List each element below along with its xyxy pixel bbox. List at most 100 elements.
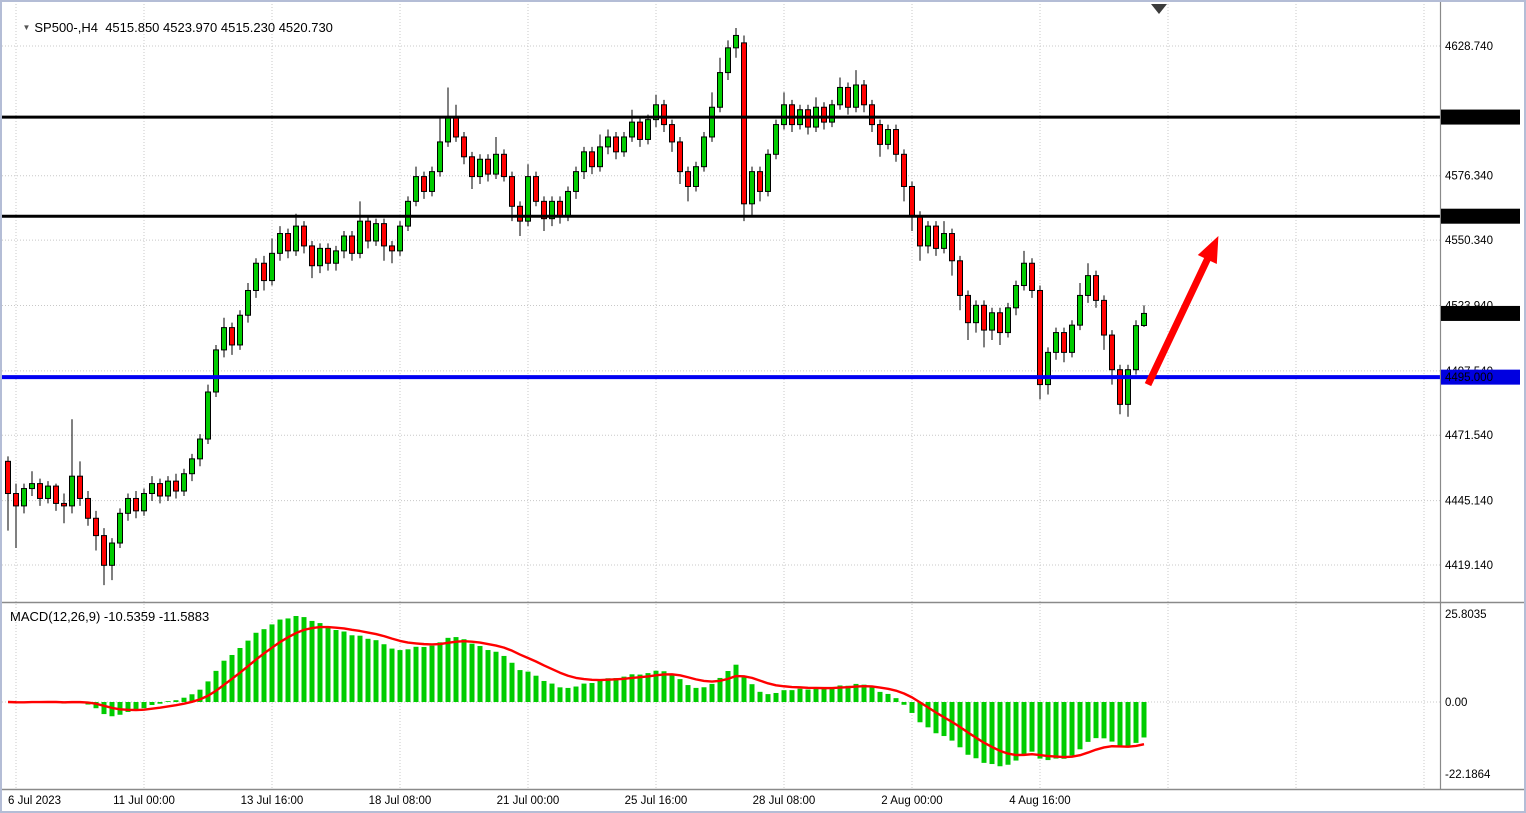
macd-histogram-bar [141, 702, 147, 709]
candle-body [45, 485, 51, 499]
macd-histogram-bar [621, 676, 627, 702]
price-line-label: 4495.000 [1445, 372, 1493, 384]
candle-body [117, 512, 123, 544]
macd-histogram-bar [981, 702, 987, 763]
candle-body [877, 124, 883, 145]
candle-body [157, 483, 163, 497]
macd-histogram-bar [165, 701, 171, 702]
macd-histogram-bar [653, 670, 659, 702]
macd-histogram-bar [221, 660, 227, 702]
macd-tick-label: 25.8035 [1445, 609, 1487, 621]
macd-histogram-bar [805, 689, 811, 702]
macd-histogram-bar [197, 689, 203, 702]
candle-body [917, 215, 923, 247]
time-tick-label: 11 Jul 00:00 [113, 795, 175, 807]
macd-histogram-bar [1053, 702, 1059, 759]
candle-body [357, 220, 363, 254]
price-axis[interactable]: 4628.7404576.3404550.3404523.9404497.540… [1441, 41, 1520, 781]
price-tick-label: 4445.140 [1445, 496, 1493, 508]
macd-histogram-bar [1029, 702, 1035, 752]
candle-body [781, 104, 787, 126]
candle-body [453, 116, 459, 138]
candle-body [1061, 332, 1067, 353]
candle-body [413, 176, 419, 202]
price-tick-label: 4550.340 [1445, 235, 1493, 247]
candle-body [205, 391, 211, 440]
macd-histogram-bar [477, 646, 483, 702]
candle-body [1069, 324, 1075, 353]
macd-histogram-bar [933, 702, 939, 734]
candle-body [1029, 262, 1035, 291]
candle-body [957, 260, 963, 296]
macd-histogram-bar [373, 640, 379, 702]
candle-body [597, 146, 603, 168]
macd-histogram-bar [205, 681, 211, 702]
trend-arrow[interactable] [1144, 236, 1219, 387]
macd-histogram-bar [557, 687, 563, 702]
macd-histogram-bar [493, 651, 499, 702]
macd-histogram-bar [1005, 702, 1011, 765]
time-axis[interactable]: 6 Jul 2023 11 Jul 00:00 13 Jul 16:00 18 Jul… [8, 795, 1071, 807]
price-line-label: 4600.039 [1445, 112, 1493, 124]
candle-body [85, 497, 91, 519]
candle-body [173, 480, 179, 492]
candle-body [1045, 351, 1051, 386]
macd-histogram-bar [853, 683, 859, 702]
candle-body [821, 106, 827, 123]
candle-body [349, 235, 355, 254]
candle-body [829, 104, 835, 123]
macd-histogram-bar [413, 646, 419, 702]
macd-histogram-bar [797, 688, 803, 702]
candle-body [1013, 285, 1019, 309]
candle-body [989, 312, 995, 331]
candle-body [13, 493, 19, 507]
candle-body [741, 42, 747, 205]
candle-body [397, 225, 403, 252]
candle-body [773, 124, 779, 155]
candle-body [653, 104, 659, 121]
candle-body [1125, 369, 1131, 405]
macd-histogram-bar [181, 697, 187, 702]
macd-histogram-bar [269, 624, 275, 702]
candle-body [293, 225, 299, 252]
chart-shift-marker-icon[interactable] [1151, 4, 1167, 14]
macd-histogram-bar [389, 648, 395, 702]
candle-body [1053, 332, 1059, 353]
macd-histogram-bar [1125, 702, 1131, 748]
candle-body [277, 233, 283, 254]
macd-histogram-bar [597, 680, 603, 702]
price-tick-label: 4628.740 [1445, 41, 1493, 53]
macd-histogram-bar [709, 683, 715, 702]
candle-body [901, 153, 907, 187]
macd-histogram-bar [613, 678, 619, 702]
candle-body [77, 475, 83, 499]
macd-histogram-bar [717, 677, 723, 702]
symbol-ohlc-text: SP500-,H4 4515.850 4523.970 4515.230 452… [34, 20, 333, 35]
macd-histogram-bar [677, 679, 683, 702]
candle-body [29, 483, 35, 490]
macd-histogram-bar [421, 646, 427, 702]
macd-histogram-bar [437, 642, 443, 702]
macd-histogram-bar [1077, 702, 1083, 750]
macd-histogram-bar [533, 675, 539, 702]
macd-histogram-bar [565, 687, 571, 702]
candle-body [53, 485, 59, 504]
macd-histogram-bar [1013, 702, 1019, 761]
macd-histogram-bar [549, 683, 555, 702]
time-tick-label: 13 Jul 16:00 [241, 795, 304, 807]
candle-body [309, 245, 315, 267]
candle-body [509, 176, 515, 207]
macd-histogram-bar [109, 702, 115, 717]
candle-body [501, 153, 507, 178]
candle-body [525, 176, 531, 222]
macd-histogram-bar [941, 702, 947, 737]
time-tick-label: 2 Aug 00:00 [881, 795, 942, 807]
macd-histogram-bar [189, 694, 195, 702]
candle-body [229, 327, 235, 346]
candle-body [221, 327, 227, 351]
macd-histogram-bar [829, 687, 835, 702]
macd-histogram-layer [13, 616, 1147, 767]
macd-histogram-bar [821, 688, 827, 702]
